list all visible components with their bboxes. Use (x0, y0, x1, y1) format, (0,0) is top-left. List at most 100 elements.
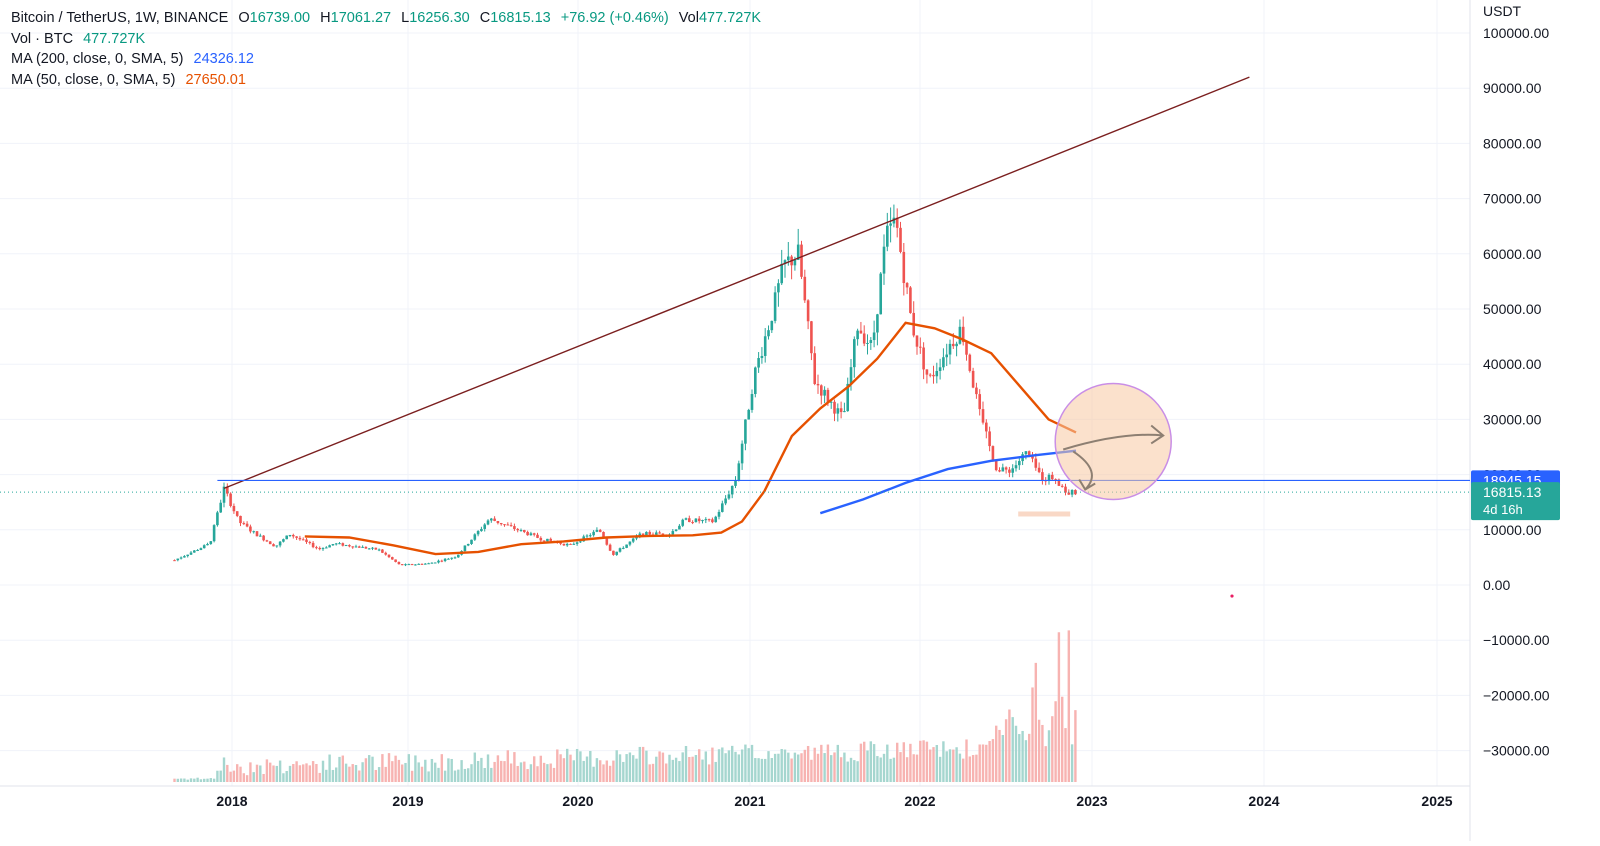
volume-bar (480, 757, 483, 782)
indicator-ma200[interactable]: MA (200, close, 0, SMA, 5) 24326.12 (11, 49, 761, 70)
candle (377, 549, 381, 551)
x-tick-label: 2023 (1076, 793, 1107, 809)
y-tick-label: 10000.00 (1483, 522, 1542, 538)
candle (737, 463, 741, 481)
change-value: +76.92 (+0.46%) (560, 10, 669, 26)
volume-bar (542, 762, 546, 782)
volume-bar (942, 741, 945, 782)
volume-bar (391, 761, 394, 782)
candle (671, 531, 675, 535)
volume-bar (872, 744, 876, 782)
volume-bar (1037, 719, 1041, 782)
volume-bar (331, 769, 335, 782)
candle (1034, 458, 1038, 468)
volume-bar (328, 754, 331, 782)
high-label: H (320, 10, 331, 26)
volume-bar (559, 754, 562, 782)
candle (589, 535, 592, 537)
candle (886, 225, 889, 247)
candle (991, 446, 995, 461)
candle (470, 539, 473, 544)
y-tick-label: 90000.00 (1483, 80, 1542, 96)
volume-bar (599, 760, 602, 782)
volume-bar (249, 762, 252, 782)
candle (216, 512, 219, 526)
volume-bar (1064, 728, 1067, 782)
volume-bar (490, 767, 493, 782)
candle (879, 273, 883, 315)
volume-bar (737, 754, 741, 782)
volume-bar (255, 764, 259, 782)
candle (846, 383, 850, 412)
y-tick-label: −10000.00 (1483, 632, 1550, 648)
volume-bar (734, 751, 737, 782)
volume-bar (764, 758, 767, 782)
volume-bar (443, 770, 447, 782)
y-tick-label: 0.00 (1483, 577, 1510, 593)
stray-marker (1230, 594, 1234, 598)
volume-bar (308, 765, 312, 782)
symbol-line: Bitcoin / TetherUS, 1W, BINANCE O16739.0… (11, 8, 761, 29)
volume-bar (589, 750, 592, 782)
candle (655, 532, 658, 535)
candle (344, 545, 348, 547)
vol-value: 477.727K (698, 10, 762, 26)
volume-bar (1047, 730, 1051, 782)
volume-bar (896, 742, 899, 782)
volume-bar (222, 757, 226, 782)
candle (806, 300, 810, 322)
candle (490, 518, 493, 521)
volume-bar (777, 753, 780, 782)
candle (1018, 461, 1021, 466)
volume-bar (912, 754, 915, 782)
candle (919, 346, 922, 348)
volume-bar (509, 763, 513, 782)
indicator-ma50[interactable]: MA (50, close, 0, SMA, 5) 27650.01 (11, 70, 761, 91)
candle (691, 522, 694, 524)
candle (569, 543, 572, 545)
y-tick-label: 30000.00 (1483, 411, 1542, 427)
candle (193, 550, 196, 553)
low-value: 16256.30 (409, 10, 470, 26)
volume-bar (302, 764, 305, 782)
candle (374, 547, 378, 550)
indicator-label: Vol · BTC (11, 30, 74, 47)
candle (988, 431, 991, 447)
candle (222, 486, 226, 503)
candle (780, 263, 784, 284)
volume-bar (605, 760, 609, 782)
candle (245, 523, 249, 527)
volume-bar (592, 766, 595, 782)
candle (404, 564, 407, 566)
symbol-title[interactable]: Bitcoin / TetherUS, 1W, BINANCE (11, 10, 229, 26)
x-tick-label: 2020 (562, 793, 593, 809)
volume-bar (447, 758, 450, 782)
candle (212, 525, 216, 542)
candle (928, 374, 932, 376)
volume-bar (731, 745, 734, 782)
y-tick-label: 60000.00 (1483, 246, 1542, 262)
candle (1041, 472, 1044, 481)
volume-bar (229, 771, 232, 782)
volume-bar (955, 747, 958, 782)
volume-bar (638, 746, 642, 782)
candle (305, 539, 308, 543)
volume-bar (285, 771, 288, 782)
candle (688, 518, 691, 523)
candle (724, 498, 727, 504)
volume-bar (556, 749, 559, 782)
candle (694, 518, 698, 523)
candle (985, 422, 988, 432)
candle (242, 523, 246, 525)
volume-bar (1021, 730, 1024, 782)
candle (674, 529, 678, 532)
volume-bar (1031, 687, 1034, 782)
indicator-volume[interactable]: Vol · BTC 477.727K (11, 29, 761, 50)
volume-bar (618, 754, 622, 782)
volume-bar (519, 762, 523, 782)
y-tick-label: −30000.00 (1483, 743, 1550, 759)
volume-bar (628, 752, 632, 782)
volume-bar (529, 764, 533, 782)
